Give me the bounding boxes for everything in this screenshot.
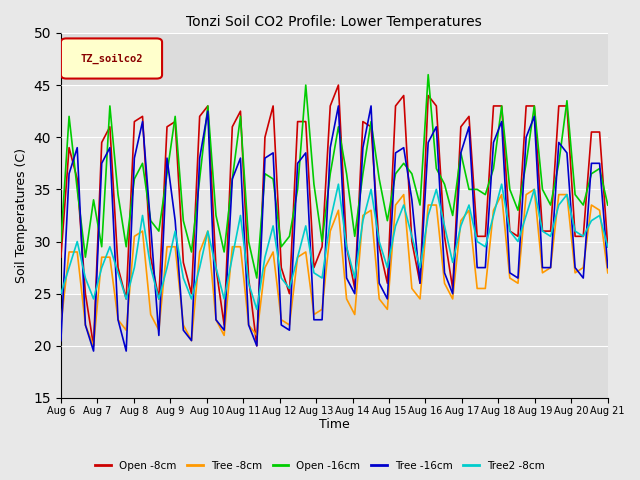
- Title: Tonzi Soil CO2 Profile: Lower Temperatures: Tonzi Soil CO2 Profile: Lower Temperatur…: [186, 15, 482, 29]
- Bar: [61, 85, 608, 294]
- FancyBboxPatch shape: [61, 38, 162, 79]
- Legend: Open -8cm, Tree -8cm, Open -16cm, Tree -16cm, Tree2 -8cm: Open -8cm, Tree -8cm, Open -16cm, Tree -…: [91, 456, 549, 475]
- Text: TZ_soilco2: TZ_soilco2: [81, 53, 143, 64]
- Y-axis label: Soil Temperatures (C): Soil Temperatures (C): [15, 148, 28, 283]
- X-axis label: Time: Time: [319, 419, 349, 432]
